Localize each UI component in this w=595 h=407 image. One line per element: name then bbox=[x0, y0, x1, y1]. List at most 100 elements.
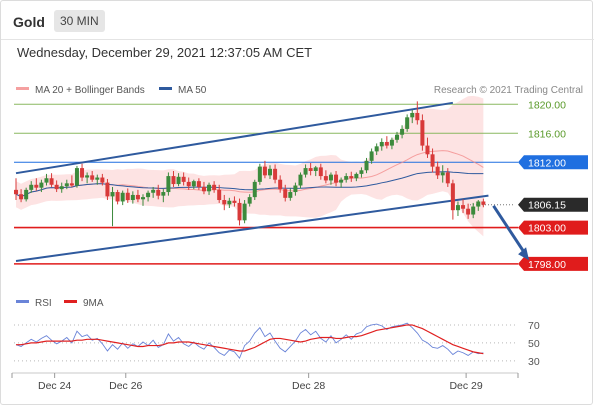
trend-channel-upper bbox=[15, 101, 454, 175]
candle-body bbox=[420, 120, 425, 146]
candle-body bbox=[364, 160, 369, 171]
candle-body bbox=[24, 189, 29, 200]
level-tag bbox=[518, 220, 588, 235]
candle-body bbox=[217, 189, 222, 201]
candle-body bbox=[471, 206, 476, 215]
candle-body bbox=[374, 146, 379, 152]
candle-body bbox=[379, 141, 384, 147]
legend-label: MA 50 bbox=[178, 85, 207, 96]
legend-label: MA 20 + Bollinger Bands bbox=[35, 85, 145, 96]
candle-body bbox=[151, 189, 156, 193]
rsi-tick-label: 50 bbox=[528, 338, 540, 350]
candle-body bbox=[166, 176, 171, 193]
trend-channel-lower bbox=[15, 194, 489, 262]
candle-body bbox=[95, 177, 100, 180]
candle-body bbox=[100, 177, 105, 183]
rsi-series-rsi bbox=[15, 322, 484, 360]
candle-body bbox=[440, 172, 445, 176]
candle-body bbox=[242, 203, 247, 221]
rsi-legend-swatch bbox=[64, 300, 77, 303]
candle-body bbox=[201, 186, 206, 192]
candle-body bbox=[268, 168, 272, 176]
candle-body bbox=[181, 176, 186, 182]
candle-body bbox=[257, 166, 262, 182]
candle-body bbox=[450, 183, 455, 211]
candle-body bbox=[212, 184, 217, 190]
candle-body bbox=[191, 181, 196, 187]
candle-body bbox=[425, 145, 430, 155]
candle-body bbox=[146, 192, 151, 198]
ma50-line bbox=[15, 171, 484, 198]
candle-body bbox=[14, 189, 18, 195]
candle-body bbox=[69, 183, 74, 186]
candle-body bbox=[354, 173, 359, 179]
candle-body bbox=[278, 179, 283, 190]
candle-body bbox=[141, 197, 145, 200]
candle-body bbox=[323, 176, 328, 181]
candle-body bbox=[308, 168, 313, 171]
candle-body bbox=[334, 174, 339, 183]
candle-body bbox=[135, 194, 140, 200]
candle-body bbox=[130, 194, 135, 201]
candle-body bbox=[171, 176, 176, 185]
candle-body bbox=[29, 184, 34, 190]
candle-body bbox=[349, 176, 354, 179]
candle-body bbox=[405, 117, 410, 129]
candle-body bbox=[156, 189, 161, 196]
level-label: 1806.15 bbox=[528, 200, 566, 212]
timeframe-button[interactable]: 30 MIN bbox=[54, 10, 105, 32]
candle-body bbox=[303, 168, 308, 175]
candle-body bbox=[90, 175, 95, 180]
candle-body bbox=[74, 168, 79, 186]
candle-body bbox=[49, 178, 54, 185]
rsi-tick-label: 70 bbox=[528, 320, 540, 332]
x-tick-label: Dec 29 bbox=[449, 380, 482, 392]
candle-body bbox=[125, 192, 130, 201]
rsi-legend-label: 9MA bbox=[83, 298, 104, 309]
candle-body bbox=[435, 166, 440, 176]
level-tag bbox=[518, 155, 588, 170]
candle-body bbox=[115, 192, 120, 202]
rsi-series-9ma bbox=[16, 324, 484, 355]
candle-body bbox=[410, 112, 415, 118]
chart-credit: Research © 2021 Trading Central bbox=[434, 85, 583, 96]
forecast-arrowhead bbox=[518, 247, 530, 261]
candle-body bbox=[252, 181, 257, 198]
level-label: 1820.00 bbox=[528, 99, 566, 111]
forecast-arrow-shaft bbox=[492, 204, 528, 257]
candle-body bbox=[359, 170, 364, 174]
candle-body bbox=[85, 175, 90, 178]
candle-body bbox=[222, 200, 227, 205]
candle-body bbox=[237, 202, 242, 221]
candle-body bbox=[481, 201, 486, 205]
level-tag bbox=[518, 197, 588, 212]
x-tick-label: Dec 24 bbox=[38, 380, 71, 392]
widget-header: Gold 30 MIN bbox=[1, 1, 594, 40]
legend-swatch bbox=[16, 87, 29, 90]
candle-body bbox=[262, 166, 267, 176]
candle-body bbox=[293, 185, 298, 193]
candle-body bbox=[54, 184, 59, 190]
level-label: 1816.00 bbox=[528, 128, 566, 140]
candle-body bbox=[34, 184, 39, 188]
candle-body bbox=[273, 168, 278, 180]
level-label: 1812.00 bbox=[528, 157, 566, 169]
candle-body bbox=[466, 208, 471, 215]
level-label: 1803.00 bbox=[528, 223, 566, 235]
candle-body bbox=[384, 141, 389, 146]
candle-body bbox=[161, 192, 166, 196]
candle-body bbox=[369, 151, 374, 161]
level-tag bbox=[518, 256, 588, 271]
candle-body bbox=[207, 184, 212, 192]
candle-body bbox=[64, 183, 69, 187]
candle-body bbox=[19, 194, 24, 200]
candle-body bbox=[105, 182, 110, 197]
x-tick-label: Dec 26 bbox=[109, 380, 142, 392]
candle-body bbox=[313, 167, 318, 171]
candle-body bbox=[445, 172, 450, 184]
candle-body bbox=[400, 128, 405, 135]
candle-body bbox=[186, 181, 191, 187]
rsi-tick-label: 30 bbox=[528, 356, 540, 368]
candle-body bbox=[455, 205, 460, 211]
